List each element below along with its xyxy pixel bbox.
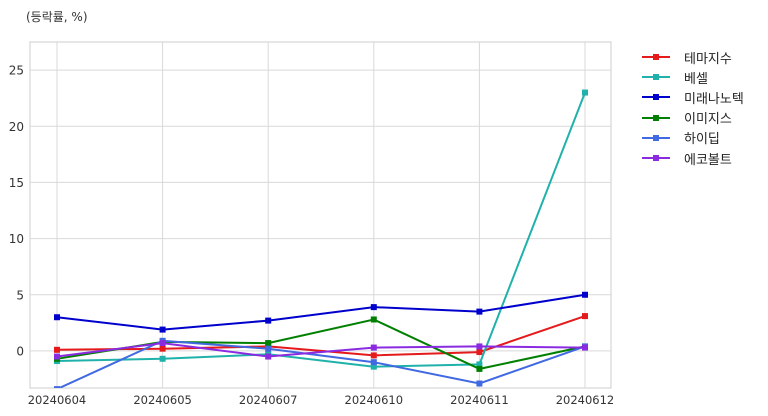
legend-swatch: [640, 71, 670, 83]
data-point: [582, 89, 588, 96]
legend-entry: 테마지수: [640, 47, 744, 67]
data-point: [476, 343, 483, 350]
legend-label: 하이딥: [684, 132, 720, 148]
data-point: [582, 313, 588, 320]
data-point: [370, 359, 377, 366]
legend-label: 에코볼트: [684, 152, 732, 168]
data-point: [476, 308, 483, 315]
legend-swatch: [640, 112, 670, 124]
tick-labels: 0 5 10 15 20 25 20240604 20240605 20240607 202406…: [9, 64, 615, 407]
data-point: [265, 353, 272, 360]
y-tick-label: 15: [9, 176, 24, 190]
legend-swatch: [640, 91, 670, 103]
x-tick-label: 20240610: [345, 393, 404, 407]
legend-entry: 베셀: [640, 67, 744, 87]
data-point: [370, 304, 377, 311]
legend-swatch: [640, 132, 670, 144]
data-point: [476, 361, 483, 368]
series-line: [56, 92, 586, 368]
legend-label: 이미지스: [684, 112, 732, 128]
series-3: [54, 291, 588, 333]
x-tick-label: 20240605: [133, 393, 192, 407]
series-line: [56, 293, 586, 331]
series-4: [54, 316, 588, 372]
y-tick-label: 25: [9, 64, 24, 78]
legend-entry: 에코볼트: [640, 148, 744, 168]
data-point: [370, 352, 377, 359]
y-axis-label: (등락률, %): [26, 10, 88, 24]
series-2: [54, 89, 588, 370]
data-point: [582, 344, 588, 351]
series-line: [57, 339, 586, 388]
data-point: [54, 314, 60, 321]
legend-entry: 이미지스: [640, 108, 744, 128]
plot-frame: [29, 41, 612, 389]
data-point: [54, 386, 60, 388]
legend-label: 테마지수: [684, 51, 732, 67]
series-layer: [54, 89, 588, 388]
data-point: [370, 344, 377, 351]
x-tick-label: 20240607: [239, 393, 298, 407]
series-line: [56, 315, 586, 357]
data-point: [54, 346, 60, 353]
data-point: [370, 316, 377, 323]
data-point: [159, 345, 166, 352]
data-point: [370, 363, 377, 370]
x-tick-label: 20240611: [450, 393, 509, 407]
legend-swatch: [640, 152, 670, 164]
data-point: [476, 349, 483, 356]
x-tick-label: 20240604: [28, 393, 87, 407]
y-tick-label: 5: [16, 288, 24, 302]
legend-label: 베셀: [684, 71, 708, 87]
data-point: [476, 365, 483, 372]
data-point: [265, 340, 272, 347]
data-point: [159, 340, 166, 347]
data-point: [476, 380, 483, 387]
data-point: [54, 353, 60, 360]
y-tick-label: 0: [16, 344, 24, 358]
data-point: [159, 355, 166, 362]
grid: [29, 41, 612, 389]
series-line: [56, 342, 586, 358]
data-point: [265, 345, 272, 352]
data-point: [582, 291, 588, 298]
legend-entry: 미래나노텍: [640, 87, 744, 107]
y-tick-label: 10: [9, 232, 24, 246]
legend-swatch: [640, 51, 670, 63]
x-tick-label: 20240612: [556, 393, 615, 407]
y-tick-label: 20: [9, 120, 24, 134]
data-point: [159, 326, 166, 333]
legend-entry: 하이딥: [640, 128, 744, 148]
legend-label: 미래나노텍: [684, 91, 744, 107]
series-6: [54, 340, 588, 360]
data-point: [265, 317, 272, 324]
